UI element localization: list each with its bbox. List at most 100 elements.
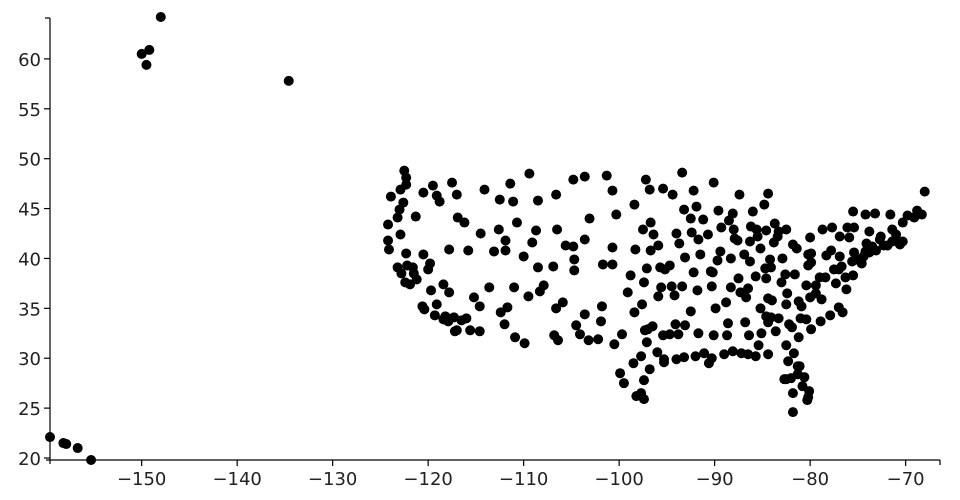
- data-point: [671, 354, 682, 365]
- data-point: [511, 217, 522, 228]
- data-point: [155, 12, 166, 23]
- data-point: [583, 335, 594, 346]
- data-point: [897, 217, 908, 228]
- data-point: [611, 209, 622, 220]
- data-point: [523, 291, 534, 302]
- data-point: [834, 231, 845, 242]
- data-point: [468, 292, 479, 303]
- data-point: [548, 261, 559, 272]
- x-tick-label: −120: [403, 469, 452, 490]
- data-point: [887, 224, 898, 235]
- data-point: [638, 224, 649, 235]
- data-point: [392, 262, 403, 273]
- data-point: [753, 340, 764, 351]
- data-point: [723, 215, 734, 226]
- data-point: [870, 208, 881, 219]
- data-point: [801, 314, 812, 325]
- data-point: [647, 321, 658, 332]
- data-point: [72, 443, 83, 454]
- data-point: [761, 311, 772, 322]
- data-point: [735, 287, 746, 298]
- data-point: [640, 174, 651, 185]
- data-point: [569, 265, 580, 276]
- data-point: [810, 280, 821, 291]
- data-point: [805, 232, 816, 243]
- data-point: [383, 235, 394, 246]
- data-point: [551, 303, 562, 314]
- data-point: [557, 297, 568, 308]
- data-point: [722, 330, 733, 341]
- data-point: [691, 201, 702, 212]
- data-point: [579, 234, 590, 245]
- data-point: [383, 219, 394, 230]
- points-layer: [45, 12, 930, 465]
- data-point: [645, 245, 656, 256]
- data-point: [447, 177, 458, 188]
- data-point: [763, 349, 774, 360]
- data-point: [679, 352, 690, 363]
- data-point: [615, 368, 626, 379]
- data-point: [667, 189, 678, 200]
- data-point: [652, 347, 663, 358]
- data-point: [744, 256, 755, 267]
- data-point: [653, 291, 664, 302]
- data-point: [618, 378, 629, 389]
- data-point: [858, 251, 869, 262]
- y-tick-label: 55: [18, 100, 41, 121]
- data-point: [693, 234, 704, 245]
- data-point: [909, 212, 920, 223]
- data-point: [484, 282, 495, 293]
- data-point: [500, 245, 511, 256]
- data-point: [669, 290, 680, 301]
- data-point: [743, 283, 754, 294]
- data-point: [418, 249, 429, 260]
- data-point: [783, 356, 794, 367]
- data-point: [144, 44, 155, 55]
- data-point: [769, 218, 780, 229]
- y-tick-label: 40: [18, 249, 41, 270]
- data-point: [653, 240, 664, 251]
- data-point: [733, 273, 744, 284]
- y-tick-label: 20: [18, 449, 41, 470]
- data-point: [759, 199, 770, 210]
- data-point: [384, 244, 395, 255]
- data-point: [427, 180, 438, 191]
- data-point: [500, 235, 511, 246]
- data-point: [849, 222, 860, 233]
- data-point: [803, 249, 814, 260]
- data-point: [451, 325, 462, 336]
- data-point: [551, 189, 562, 200]
- data-point: [671, 228, 682, 239]
- data-point: [448, 312, 459, 323]
- x-tick-label: −130: [308, 469, 357, 490]
- data-point: [723, 318, 734, 329]
- data-point: [141, 59, 152, 70]
- data-point: [916, 209, 927, 220]
- data-point: [630, 244, 641, 255]
- data-point: [644, 364, 655, 375]
- data-point: [692, 285, 703, 296]
- data-point: [713, 205, 724, 216]
- data-point: [658, 183, 669, 194]
- data-point: [568, 174, 579, 185]
- data-point: [728, 224, 739, 235]
- data-point: [584, 213, 595, 224]
- data-point: [817, 224, 828, 235]
- data-point: [426, 285, 437, 296]
- data-point: [756, 328, 767, 339]
- data-point: [727, 346, 738, 357]
- data-point: [402, 260, 413, 271]
- data-point: [607, 185, 618, 196]
- data-point: [552, 224, 563, 235]
- data-point: [444, 287, 455, 298]
- data-point: [825, 310, 836, 321]
- data-point: [622, 287, 633, 298]
- data-point: [677, 281, 688, 292]
- data-point: [725, 253, 736, 264]
- data-point: [773, 226, 784, 237]
- data-point: [703, 358, 714, 369]
- data-point: [693, 328, 704, 339]
- data-point: [815, 316, 826, 327]
- data-point: [698, 214, 709, 225]
- data-point: [739, 249, 750, 260]
